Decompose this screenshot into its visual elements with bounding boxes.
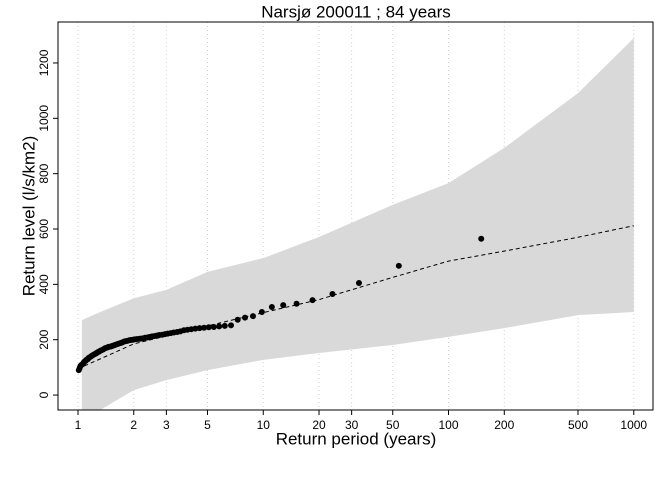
data-point — [234, 316, 241, 323]
data-point — [309, 297, 316, 304]
data-point — [355, 279, 362, 286]
y-tick-label: 600 — [37, 219, 51, 239]
y-tick-label: 800 — [37, 163, 51, 183]
x-tick-label: 30 — [345, 418, 359, 432]
data-point — [75, 367, 82, 374]
x-tick-label: 50 — [386, 418, 400, 432]
data-point — [205, 324, 212, 331]
y-axis-title: Return level (l/s/km2) — [19, 136, 38, 297]
data-point — [293, 300, 300, 307]
data-point — [216, 323, 223, 330]
y-tick-label: 1000 — [37, 105, 51, 132]
y-tick-label: 1200 — [37, 49, 51, 76]
y-tick-label: 400 — [37, 274, 51, 294]
x-tick-label: 1 — [75, 418, 82, 432]
confidence-band — [81, 38, 634, 410]
plot-area — [75, 22, 635, 410]
data-point — [280, 302, 287, 309]
data-point — [395, 262, 402, 269]
data-point — [478, 235, 485, 242]
plot-frame — [57, 21, 654, 411]
data-point — [249, 313, 256, 320]
data-point — [268, 304, 275, 311]
x-tick-label: 5 — [204, 418, 211, 432]
axes: 1 2 3 5 10 20 30 50 100 200 500 1000 0 200 400 600 800 10… — [37, 21, 654, 432]
data-point — [258, 309, 265, 316]
data-point — [210, 323, 217, 330]
chart-title: Narsjø 200011 ; 84 years — [261, 2, 451, 21]
x-tick-label: 3 — [163, 418, 170, 432]
x-tick-label: 20 — [312, 418, 326, 432]
data-point — [241, 314, 248, 321]
data-point — [228, 322, 235, 329]
data-point — [221, 322, 228, 329]
x-tick-label: 100 — [438, 418, 458, 432]
x-axis-title: Return period (years) — [276, 429, 437, 448]
x-tick-label: 10 — [257, 418, 271, 432]
y-tick-label: 0 — [37, 391, 51, 398]
x-tick-label: 500 — [568, 418, 588, 432]
x-tick-label: 1000 — [620, 418, 647, 432]
x-tick-label: 200 — [494, 418, 514, 432]
y-tick-label: 200 — [37, 329, 51, 349]
x-tick-label: 2 — [130, 418, 137, 432]
data-point — [201, 324, 208, 331]
data-point — [329, 291, 336, 298]
